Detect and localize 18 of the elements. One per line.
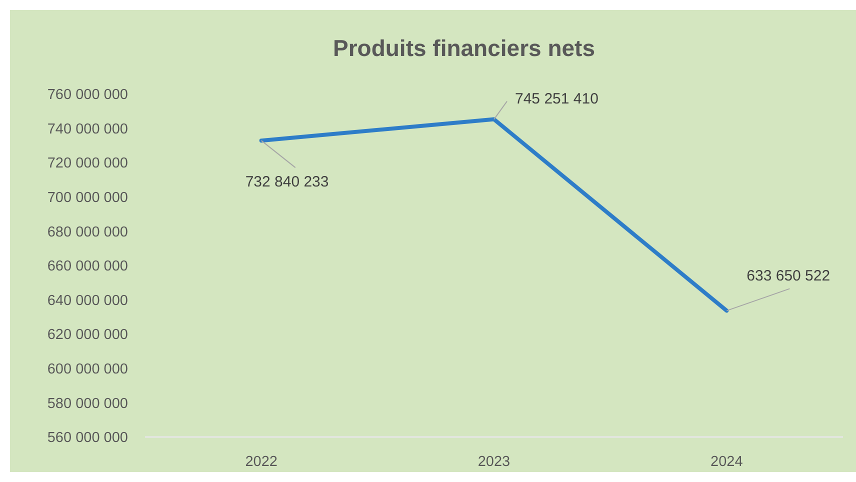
y-tick-label: 700 000 000 [47, 190, 128, 206]
y-tick-label: 620 000 000 [47, 327, 128, 344]
y-tick-label: 680 000 000 [47, 224, 128, 240]
data-label: 633 650 522 [746, 268, 830, 285]
y-tick-label: 560 000 000 [47, 430, 128, 446]
chart-title: Produits financiers nets [332, 35, 596, 61]
y-tick-label: 580 000 000 [47, 396, 128, 412]
y-tick-label: 640 000 000 [47, 292, 128, 309]
y-tick-label: 760 000 000 [47, 87, 128, 104]
x-tick-label: 2022 [245, 454, 278, 470]
x-tick-label: 2024 [710, 454, 743, 470]
y-tick-label: 660 000 000 [47, 258, 128, 275]
y-tick-label: 600 000 000 [47, 361, 128, 378]
y-tick-label: 720 000 000 [47, 156, 128, 172]
x-tick-label: 2023 [478, 454, 510, 470]
data-label: 745 251 410 [515, 90, 598, 108]
data-label: 732 840 233 [245, 174, 329, 191]
y-tick-label: 740 000 000 [47, 121, 128, 138]
